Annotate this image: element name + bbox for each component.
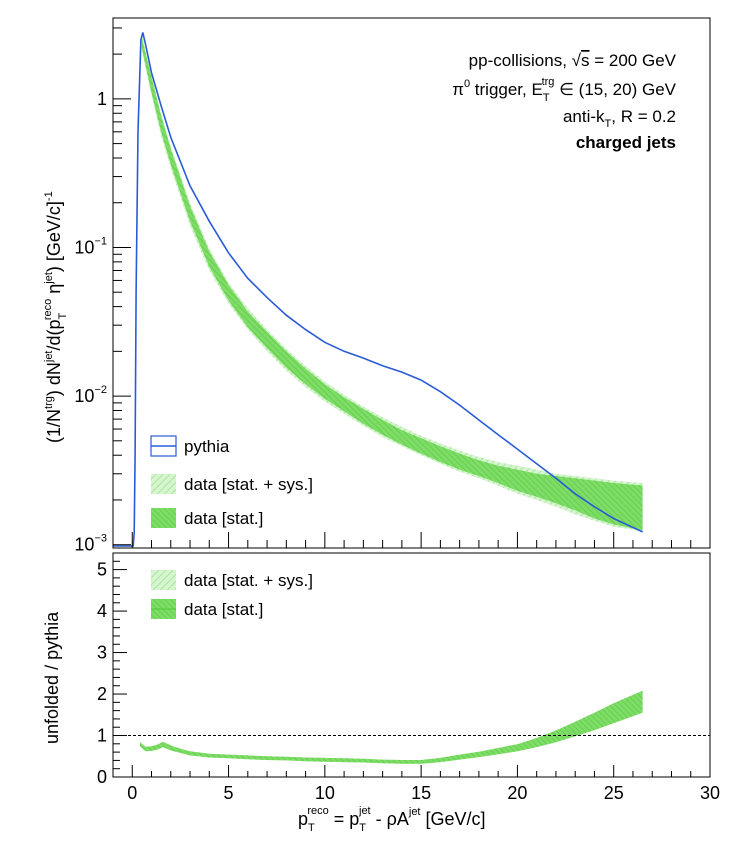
top-plot-frame xyxy=(112,17,711,549)
bottom-legend-item-stat-sys: data [stat. + sys.] xyxy=(151,570,313,590)
x-axis-title: pTreco = pTjet - ρAjet [GeV/c] xyxy=(298,805,486,834)
top-axes: 1 10−1 10−2 10−3 xyxy=(74,27,711,555)
x-tick-label: 20 xyxy=(507,783,527,803)
legend-label-stat: data [stat.] xyxy=(184,509,263,528)
x-tick-label: 5 xyxy=(224,783,234,803)
legend-item-stat-sys: data [stat. + sys.] xyxy=(151,474,313,494)
top-legend: pythia data [stat. + sys.] data [stat.] xyxy=(150,435,313,528)
x-tick-label: 25 xyxy=(604,783,624,803)
bottom-y-tick-label: 0 xyxy=(97,767,107,787)
legend-label-pythia: pythia xyxy=(184,437,230,456)
bottom-legend-label-stat: data [stat.] xyxy=(184,600,263,619)
annotation-line-3: anti-kT, R = 0.2 xyxy=(563,107,676,130)
annotation-line-1: pp-collisions, √s = 200 GeV xyxy=(469,51,677,70)
top-plot-series xyxy=(113,32,643,547)
x-tick-label: 0 xyxy=(127,783,137,803)
bottom-legend-item-stat: data [stat.] xyxy=(151,599,263,619)
bottom-y-tick-label: 3 xyxy=(97,643,107,663)
bottom-plot-series xyxy=(113,690,710,764)
bottom-axes: 0 1 2 3 4 5 0 5 10 15 20 25 30 xyxy=(97,560,720,803)
bottom-y-axis-title: unfolded / pythia xyxy=(42,611,62,744)
bottom-legend: data [stat. + sys.] data [stat.] xyxy=(151,570,313,619)
bottom-legend-swatch-stat-sys xyxy=(151,570,176,590)
top-y-tick-label: 1 xyxy=(97,89,107,109)
top-y-axis-title: (1/Ntrg) dNjet/d(pTreco ηjet) [GeV/c]-1 xyxy=(42,191,69,443)
x-tick-label: 10 xyxy=(315,783,335,803)
x-tick-label: 30 xyxy=(700,783,720,803)
legend-swatch-stat-sys xyxy=(151,474,176,494)
bottom-legend-label-stat-sys: data [stat. + sys.] xyxy=(184,571,313,590)
annotation-line-4: charged jets xyxy=(576,133,676,152)
annotation-block: pp-collisions, √s = 200 GeV π0 trigger, … xyxy=(452,51,676,152)
bottom-y-tick-label: 1 xyxy=(97,726,107,746)
legend-item-pythia: pythia xyxy=(150,435,230,457)
legend-item-stat: data [stat.] xyxy=(151,508,263,528)
series-line-pythia xyxy=(113,32,643,547)
annotation-line-2: π0 trigger, ETtrg ∈ (15, 20) GeV xyxy=(452,76,676,104)
x-tick-label: 15 xyxy=(411,783,431,803)
ratio-band-stat xyxy=(140,690,643,764)
band-stat xyxy=(141,37,643,531)
bottom-plot-frame xyxy=(112,552,711,778)
top-y-tick-label: 10−2 xyxy=(74,384,107,406)
legend-label-stat-sys: data [stat. + sys.] xyxy=(184,475,313,494)
bottom-y-tick-label: 2 xyxy=(97,684,107,704)
top-y-tick-label: 10−1 xyxy=(74,235,107,257)
bottom-y-tick-label: 4 xyxy=(97,601,107,621)
legend-swatch-stat xyxy=(151,508,176,528)
bottom-y-tick-label: 5 xyxy=(97,560,107,580)
top-y-tick-label: 10−3 xyxy=(74,533,107,555)
